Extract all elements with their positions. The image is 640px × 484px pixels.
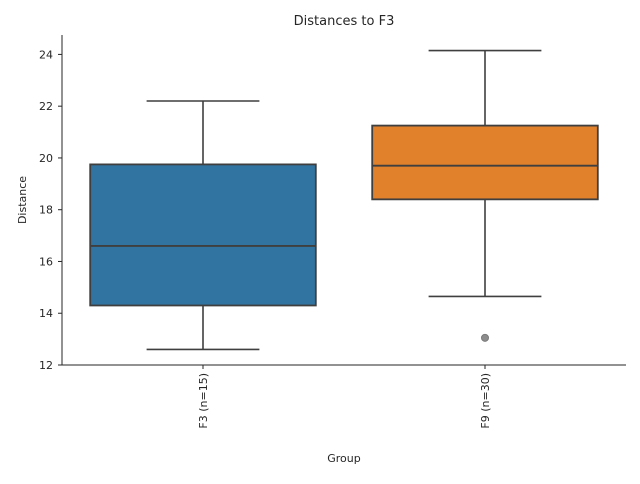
y-tick-label: 14: [39, 307, 53, 320]
y-tick-label: 16: [39, 255, 53, 268]
y-tick-label: 24: [39, 48, 53, 61]
box-2: [371, 124, 599, 201]
y-axis-label: Distance: [16, 176, 29, 224]
box-1: [89, 163, 317, 307]
x-tick-label: F9 (n=30): [479, 373, 492, 429]
y-tick-label: 20: [39, 152, 53, 165]
y-tick-label: 18: [39, 204, 53, 217]
x-tick-label: F3 (n=15): [197, 373, 210, 429]
x-axis-label: Group: [327, 452, 361, 465]
outlier-point: [481, 333, 489, 342]
y-tick-label: 22: [39, 100, 53, 113]
chart-title: Distances to F3: [294, 14, 395, 29]
y-tick-label: 12: [39, 359, 53, 372]
